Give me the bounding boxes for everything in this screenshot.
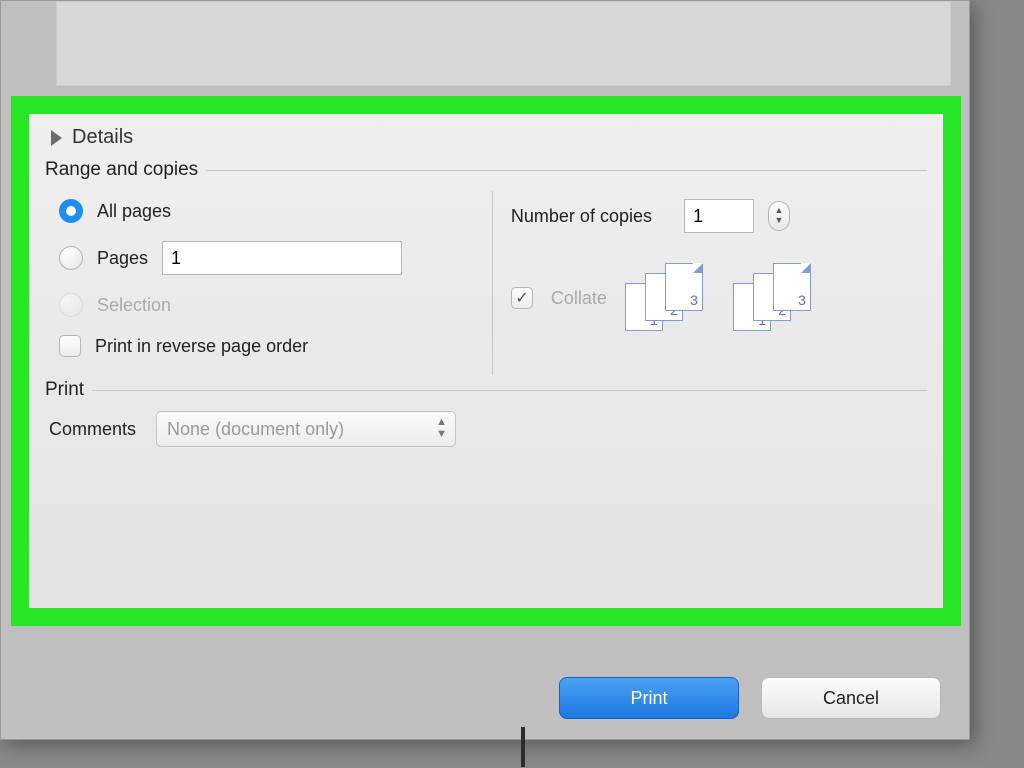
updown-arrows-icon: ▲▼	[436, 416, 447, 440]
cancel-button-label: Cancel	[823, 688, 879, 709]
comments-dropdown-value: None (document only)	[167, 419, 344, 440]
dialog-window: Details Range and copies All pages Pages	[0, 0, 970, 740]
print-options-panel: Details Range and copies All pages Pages	[11, 96, 961, 626]
comments-label: Comments	[49, 419, 136, 440]
print-section-label: Print	[45, 379, 84, 401]
print-button-label: Print	[630, 688, 667, 709]
copies-input[interactable]	[684, 199, 754, 233]
cancel-button[interactable]: Cancel	[761, 677, 941, 719]
details-disclosure-triangle-icon[interactable]	[51, 130, 62, 146]
selection-radio	[59, 293, 83, 317]
reverse-order-checkbox[interactable]	[59, 335, 81, 357]
all-pages-radio[interactable]	[59, 199, 83, 223]
copies-stepper[interactable]: ▲ ▼	[768, 201, 790, 231]
comments-dropdown[interactable]: None (document only) ▲▼	[156, 411, 456, 447]
collate-label: Collate	[551, 288, 607, 309]
decorative-line	[521, 727, 525, 767]
selection-label: Selection	[97, 295, 171, 316]
pages-input[interactable]	[162, 241, 402, 275]
details-label: Details	[72, 126, 133, 149]
print-button[interactable]: Print	[559, 677, 739, 719]
chevron-down-icon[interactable]: ▼	[775, 216, 784, 226]
pages-radio[interactable]	[59, 246, 83, 270]
all-pages-label: All pages	[97, 201, 171, 222]
dialog-button-bar: Print Cancel	[11, 677, 961, 719]
divider	[92, 390, 927, 391]
collate-illustration-icon: 1 2 3	[733, 263, 823, 333]
reverse-order-label: Print in reverse page order	[95, 336, 308, 357]
divider	[206, 170, 927, 171]
preview-area	[56, 1, 951, 86]
copies-label: Number of copies	[511, 206, 652, 227]
collate-checkbox[interactable]	[511, 287, 533, 309]
pages-label: Pages	[97, 248, 148, 269]
range-and-copies-label: Range and copies	[45, 159, 198, 181]
collate-illustration-icon: 1 2 3	[625, 263, 715, 333]
